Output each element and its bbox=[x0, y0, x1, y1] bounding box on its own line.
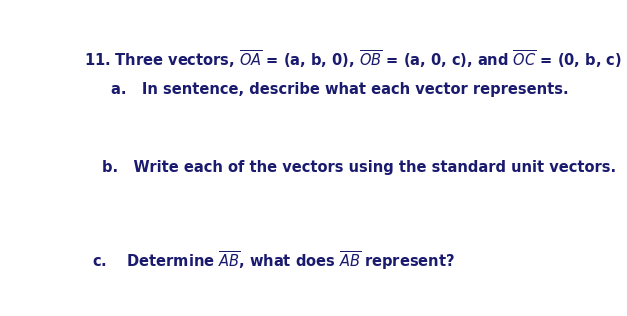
Text: b.   Write each of the vectors using the standard unit vectors.: b. Write each of the vectors using the s… bbox=[102, 160, 616, 174]
Text: c.    Determine $\overline{AB}$, what does $\overline{AB}$ represent?: c. Determine $\overline{AB}$, what does … bbox=[92, 250, 455, 272]
Text: a.   In sentence, describe what each vector represents.: a. In sentence, describe what each vecto… bbox=[112, 82, 569, 97]
Text: 11. Three vectors, $\overline{OA}$ = (a, b, 0), $\overline{OB}$ = (a, 0, c), and: 11. Three vectors, $\overline{OA}$ = (a,… bbox=[84, 49, 627, 71]
